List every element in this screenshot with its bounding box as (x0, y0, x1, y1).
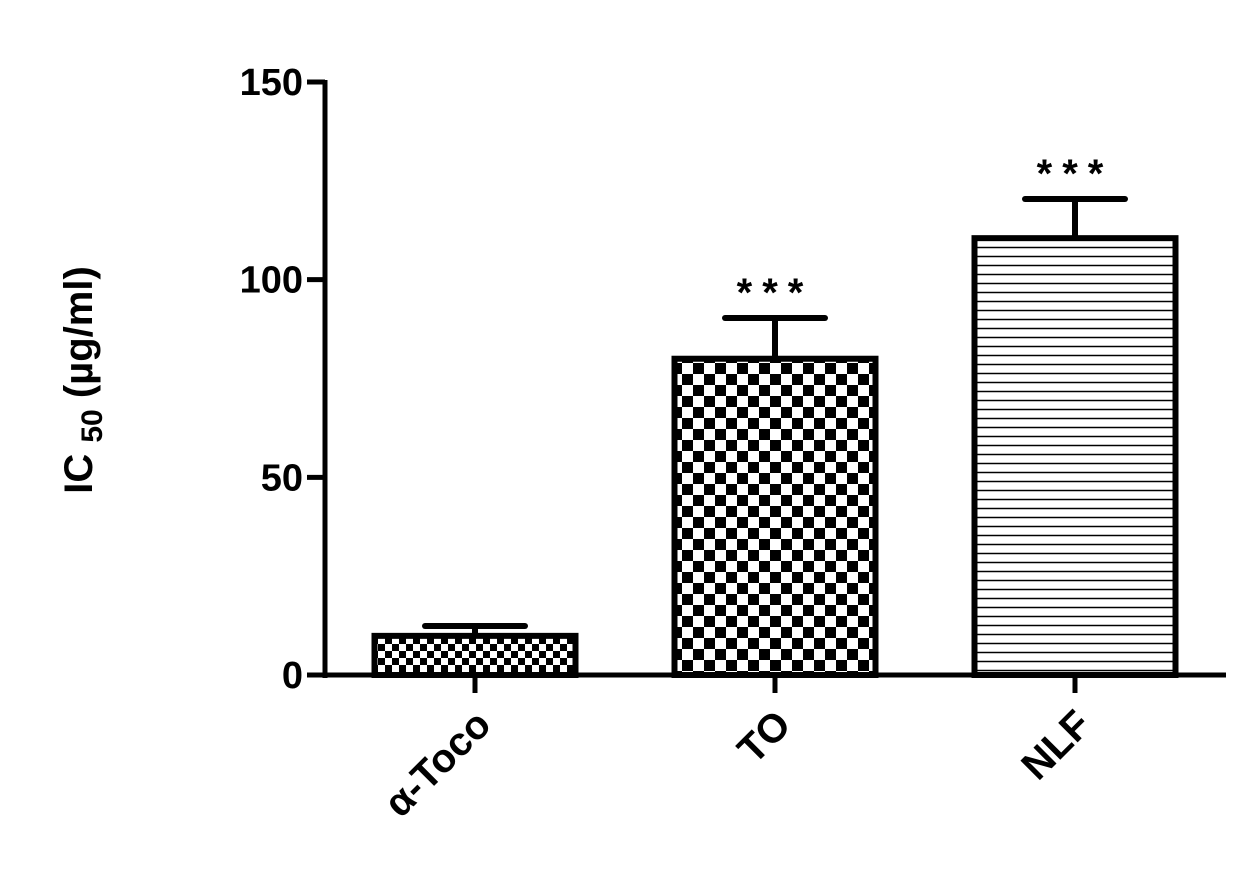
bar (371, 632, 579, 678)
y-tick-label: 0 (282, 655, 303, 697)
significance-label: *** (737, 271, 814, 315)
bar (971, 235, 1179, 678)
bar (671, 355, 879, 678)
x-tick-label: TO (729, 702, 799, 772)
y-tick-label: 50 (261, 457, 303, 499)
x-tick-label: α-Toco (376, 702, 499, 825)
y-axis-label: IC 50 (µg/ml) (57, 266, 111, 494)
y-label-main: IC (57, 454, 101, 494)
significance-label: *** (1037, 152, 1114, 196)
y-label-sub: 50 (76, 409, 109, 442)
y-tick-label: 150 (240, 62, 303, 104)
x-tick-label: NLF (1013, 702, 1099, 788)
y-tick-label: 100 (240, 260, 303, 302)
y-label-unit: (µg/ml) (57, 266, 101, 398)
